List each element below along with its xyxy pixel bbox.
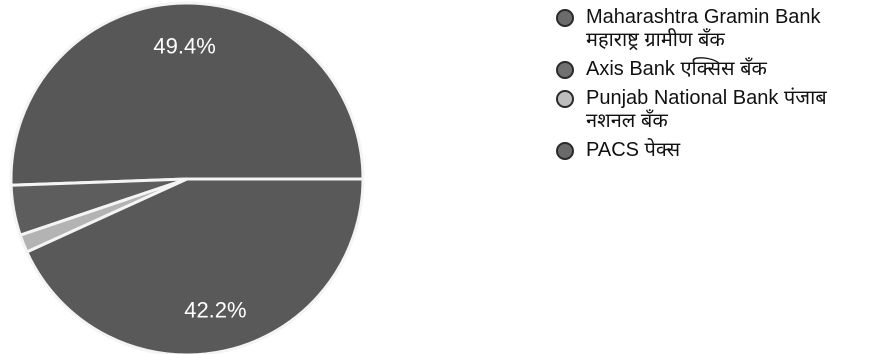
pie-data-label-0: 49.4% bbox=[153, 33, 215, 58]
pie-data-label-3: 42.2% bbox=[184, 298, 246, 323]
legend-swatch-3 bbox=[556, 142, 574, 160]
legend-label-3: PACS पेक्स bbox=[586, 139, 680, 161]
legend-swatch-2 bbox=[556, 90, 574, 108]
legend-item-0: Maharashtra Gramin Bank महाराष्ट्र ग्राम… bbox=[556, 6, 874, 52]
pie-slice-0 bbox=[11, 3, 363, 185]
legend-item-3: PACS पेक्स bbox=[556, 139, 874, 162]
chart-legend: Maharashtra Gramin Bank महाराष्ट्र ग्राम… bbox=[556, 6, 874, 168]
legend-item-2: Punjab National Bank पंजाब नशनल बँक bbox=[556, 87, 874, 133]
legend-item-1: Axis Bank एक्सिस बँक bbox=[556, 58, 874, 81]
legend-label-0: Maharashtra Gramin Bank महाराष्ट्र ग्राम… bbox=[586, 6, 821, 51]
legend-label-2: Punjab National Bank पंजाब नशनल बँक bbox=[586, 87, 827, 132]
legend-label-1: Axis Bank एक्सिस बँक bbox=[586, 58, 767, 80]
legend-swatch-0 bbox=[556, 9, 574, 27]
legend-swatch-1 bbox=[556, 61, 574, 79]
